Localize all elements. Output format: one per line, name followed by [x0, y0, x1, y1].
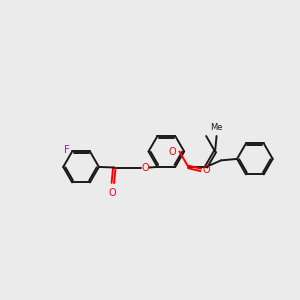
Text: O: O	[169, 147, 176, 157]
Text: O: O	[202, 166, 210, 176]
Text: O: O	[141, 163, 149, 172]
Text: F: F	[64, 145, 70, 155]
Text: Me: Me	[211, 123, 223, 132]
Text: O: O	[108, 188, 116, 198]
